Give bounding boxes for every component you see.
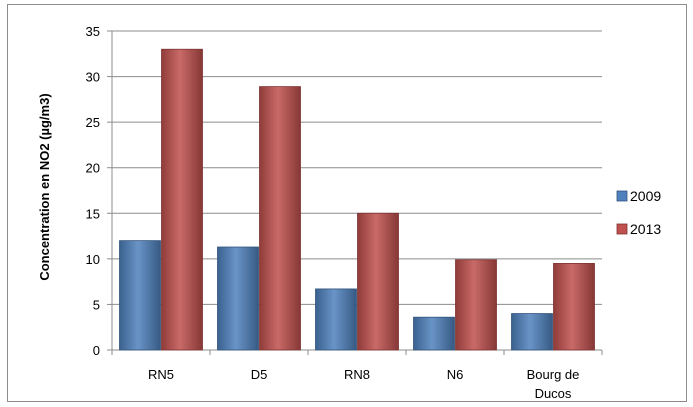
bar-2009-rn8 [315,288,357,351]
bar-2013-n6 [455,259,497,351]
bars [119,48,595,351]
x-tick-label: D5 [251,367,268,382]
bar-2013-d5 [259,86,301,351]
legend-swatch-2009 [616,190,628,202]
y-tick-label: 0 [93,343,100,358]
y-tick-label: 25 [86,115,100,130]
x-tick-label: RN5 [148,367,174,382]
y-tick-labels: 0 5 10 15 20 25 30 35 [86,24,100,358]
legend: 2009 2013 [616,188,661,237]
bar-2009-d5 [217,246,259,351]
y-tick-label: 30 [86,70,100,85]
x-tick-label: RN8 [344,367,370,382]
bar-2009-rn5 [119,240,161,351]
bar-2013-bourg-de-ducos [553,263,595,351]
bar-2013-rn5 [161,48,203,351]
bar-2009-bourg-de-ducos [511,313,553,351]
y-tick-label: 15 [86,206,100,221]
legend-label-2009: 2009 [630,188,661,204]
y-tick-label: 10 [86,252,100,267]
x-tick-label: Bourg de Ducos [527,367,580,401]
bar-2013-rn8 [357,212,399,351]
y-axis-label: Concentration en NO2 (µg/m3) [37,93,52,280]
y-tick-label: 5 [93,297,100,312]
y-tick-label: 35 [86,24,100,39]
x-tick-label: N6 [447,367,464,382]
bar-2009-n6 [413,316,455,351]
legend-label-2013: 2013 [630,221,661,237]
x-tick-labels: RN5 D5 RN8 N6 Bourg de Ducos [111,350,603,401]
legend-swatch-2013 [616,223,628,235]
y-tick-label: 20 [86,161,100,176]
